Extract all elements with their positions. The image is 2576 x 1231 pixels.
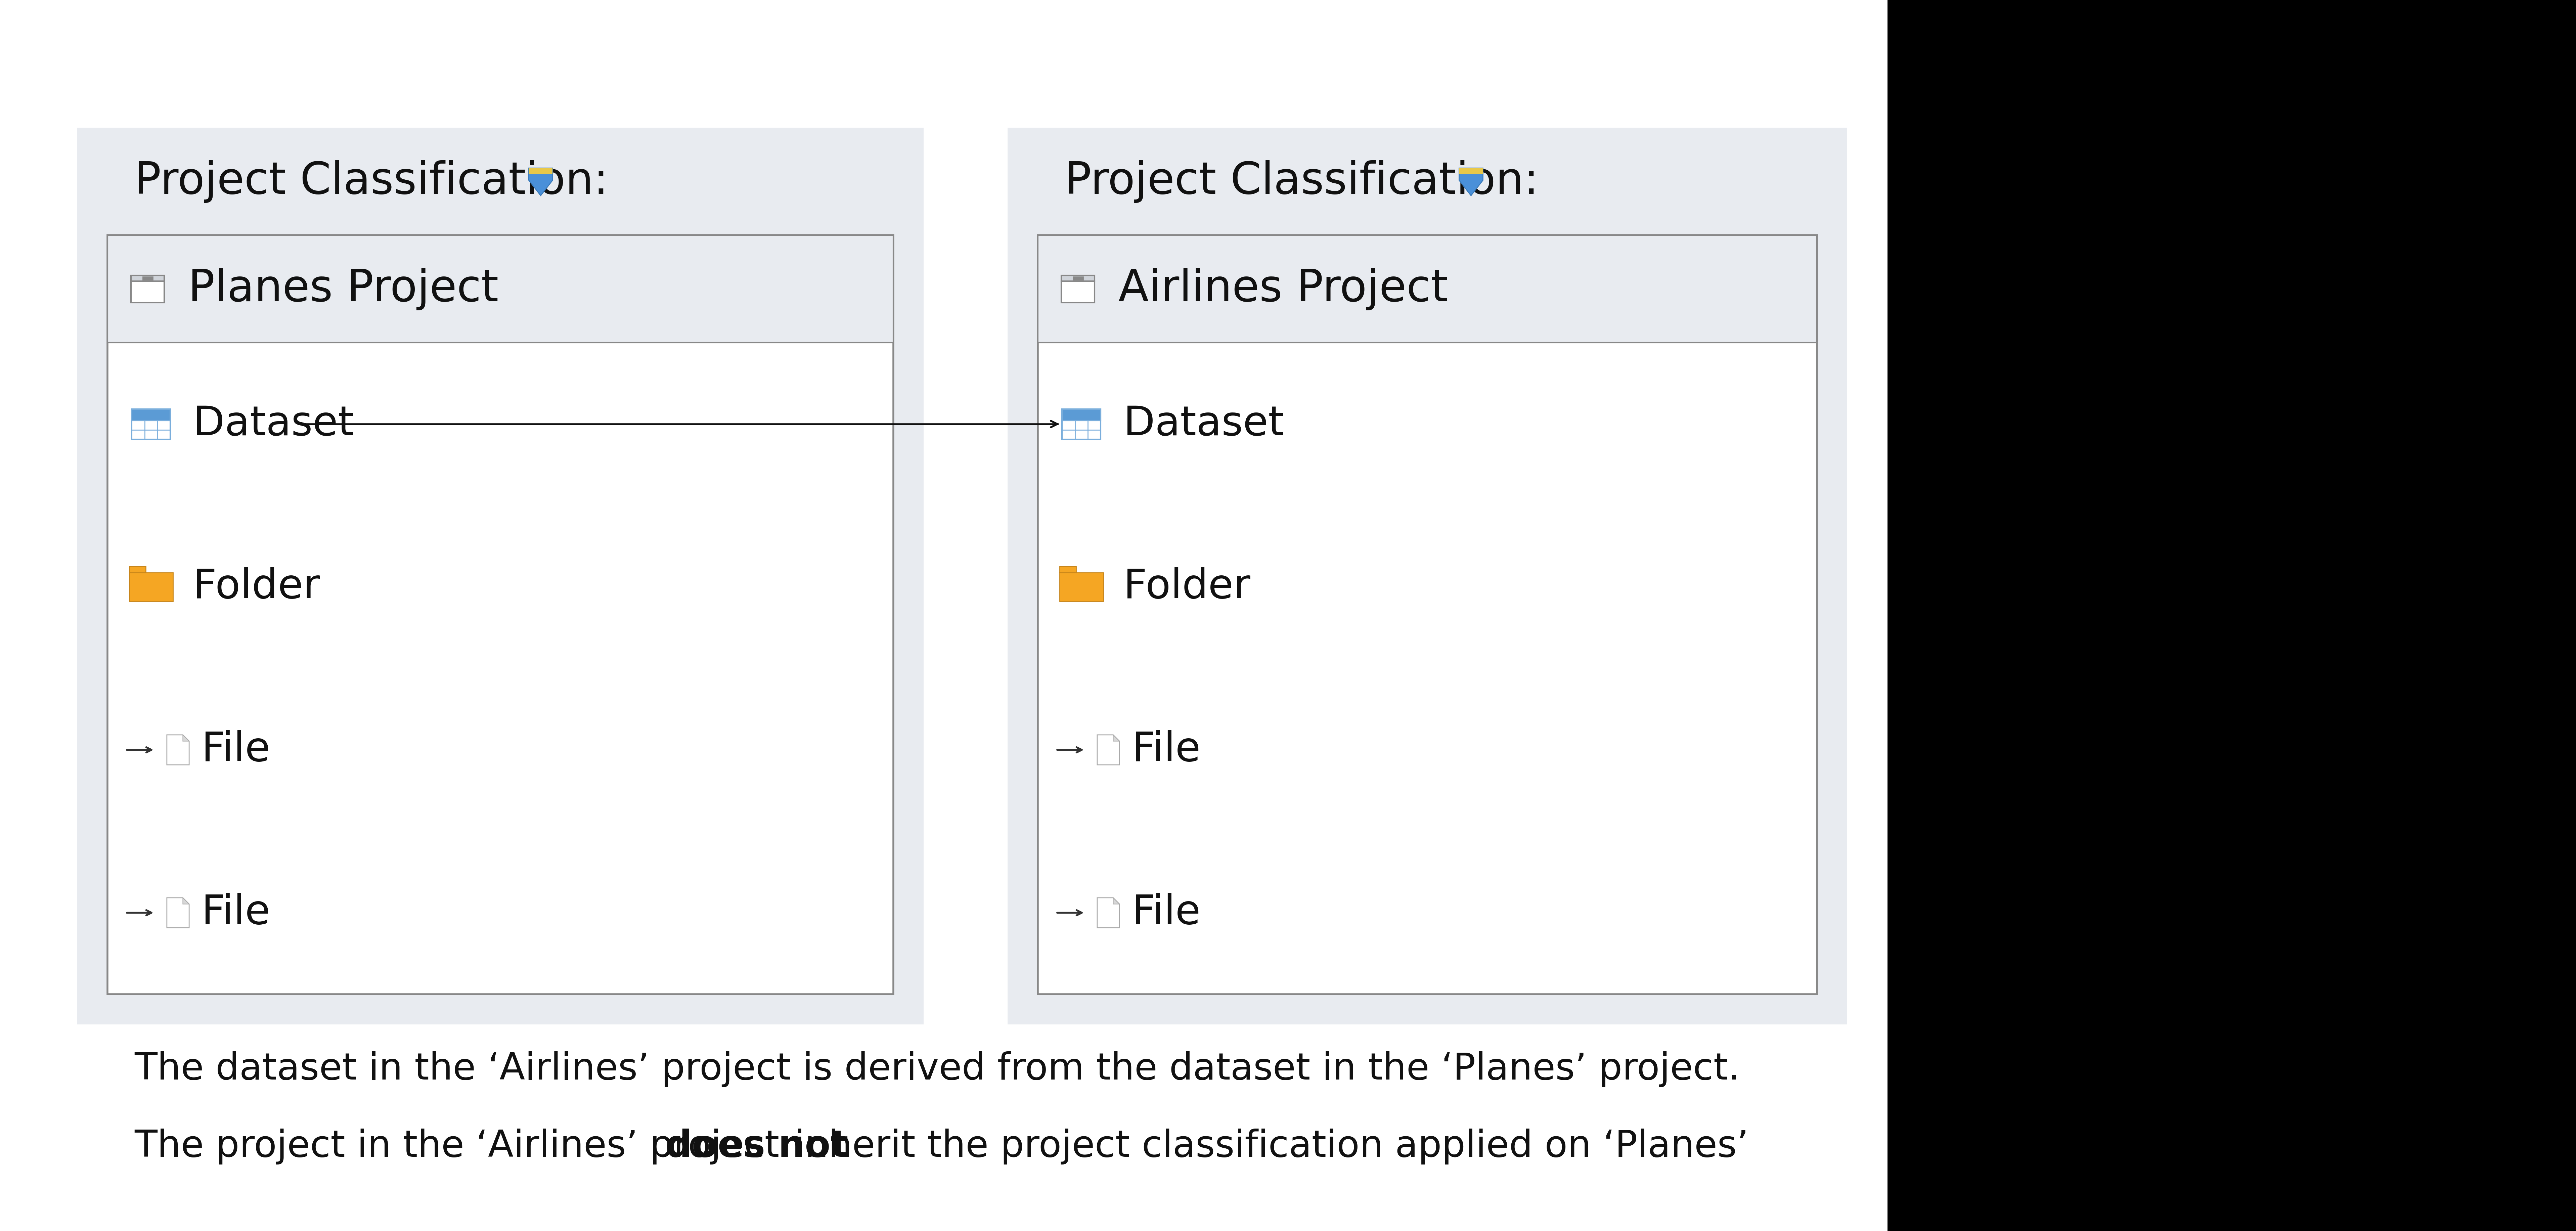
Text: The dataset in the ‘Airlines’ project is derived from the dataset in the ‘Planes: The dataset in the ‘Airlines’ project is… <box>134 1051 1739 1087</box>
Bar <box>1888 0 2576 1231</box>
Text: Airlines Project: Airlines Project <box>1118 267 1448 310</box>
Text: Dataset: Dataset <box>1123 405 1283 443</box>
Polygon shape <box>1458 169 1484 196</box>
Polygon shape <box>1097 897 1121 928</box>
Text: does not: does not <box>665 1129 848 1165</box>
Text: File: File <box>201 730 270 769</box>
Text: Folder: Folder <box>193 567 319 607</box>
Polygon shape <box>1097 735 1121 764</box>
Text: Folder: Folder <box>1123 567 1249 607</box>
Text: The project in the ‘Airlines’ project: The project in the ‘Airlines’ project <box>134 1129 791 1165</box>
Bar <box>108 235 894 995</box>
Bar <box>1061 409 1100 439</box>
Bar <box>131 281 165 303</box>
Bar <box>1007 128 1847 1024</box>
Bar <box>1059 572 1103 601</box>
Bar <box>1061 281 1095 303</box>
Polygon shape <box>167 735 188 764</box>
Bar <box>1038 235 1816 995</box>
Bar <box>77 128 922 1024</box>
Text: Dataset: Dataset <box>193 405 353 443</box>
Text: File: File <box>1131 894 1200 932</box>
Bar <box>142 277 152 279</box>
Polygon shape <box>183 897 188 904</box>
Text: Project Classification:: Project Classification: <box>1064 160 1538 203</box>
Bar <box>131 409 170 439</box>
Polygon shape <box>167 897 188 928</box>
Bar <box>131 276 165 281</box>
Polygon shape <box>183 735 188 741</box>
Bar <box>1074 277 1082 279</box>
Bar <box>131 409 170 421</box>
Text: Planes Project: Planes Project <box>188 267 500 310</box>
Polygon shape <box>1113 735 1121 741</box>
Polygon shape <box>528 169 554 196</box>
Bar <box>129 572 173 601</box>
Polygon shape <box>528 169 554 175</box>
Polygon shape <box>1113 897 1121 904</box>
Bar <box>108 235 894 342</box>
Bar <box>1061 276 1095 281</box>
Polygon shape <box>1458 169 1484 175</box>
Text: inherit the project classification applied on ‘Planes’: inherit the project classification appli… <box>783 1129 1749 1165</box>
Bar <box>1061 409 1100 421</box>
Text: File: File <box>201 894 270 932</box>
Text: Project Classification:: Project Classification: <box>134 160 608 203</box>
Bar <box>129 566 147 572</box>
Text: File: File <box>1131 730 1200 769</box>
Bar <box>1059 566 1077 572</box>
Bar <box>1038 235 1816 342</box>
